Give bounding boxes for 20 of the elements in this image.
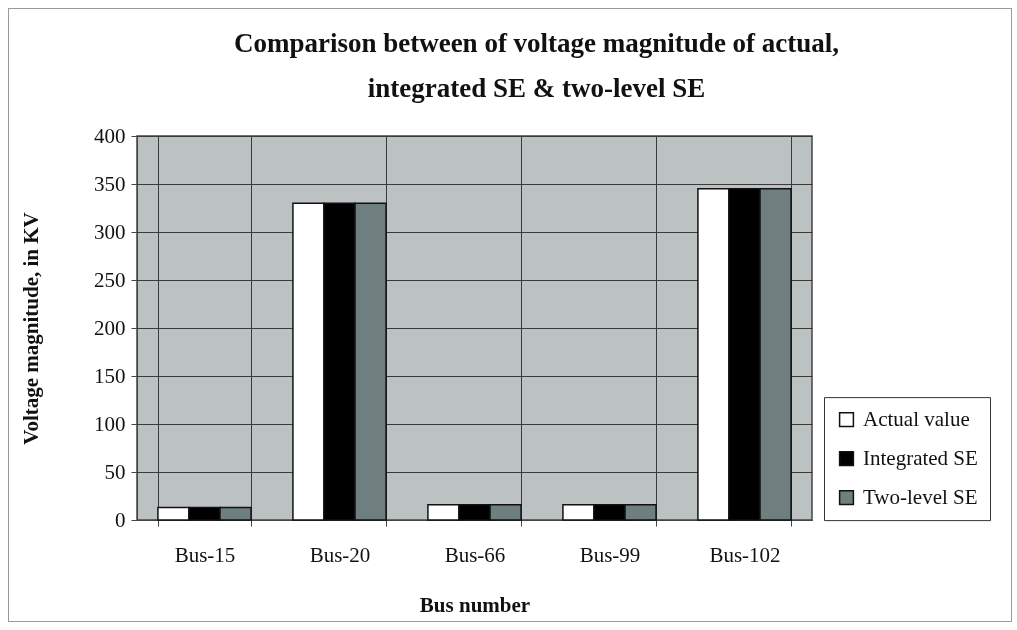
chart-title: Comparison between of voltage magnitude of actual, integrated SE & two-level SE xyxy=(233,28,840,103)
legend-label: Two-level SE xyxy=(863,484,978,509)
y-tick-label: 250 xyxy=(94,267,126,292)
x-tick-label: Bus-66 xyxy=(444,542,506,567)
y-tick-label: 350 xyxy=(94,171,126,196)
legend-label: Integrated SE xyxy=(863,445,978,470)
x-tick-label: Bus-20 xyxy=(309,542,371,567)
y-tick-label: 200 xyxy=(94,315,126,340)
x-axis-title: Bus number xyxy=(419,592,531,617)
x-tick-label: Bus-15 xyxy=(174,542,236,567)
y-tick-label: 150 xyxy=(94,363,126,388)
y-tick-label: 400 xyxy=(94,123,126,148)
x-tick-label: Bus-99 xyxy=(579,542,641,567)
y-tick-label: 0 xyxy=(115,507,126,532)
legend-label: Actual value xyxy=(863,406,970,431)
x-tick-label: Bus-102 xyxy=(709,542,781,567)
y-tick-label: 50 xyxy=(104,459,126,484)
y-tick-label: 100 xyxy=(94,411,126,436)
y-axis-title: Voltage magnitude, in KV xyxy=(19,212,43,445)
y-tick-label: 300 xyxy=(94,219,126,244)
